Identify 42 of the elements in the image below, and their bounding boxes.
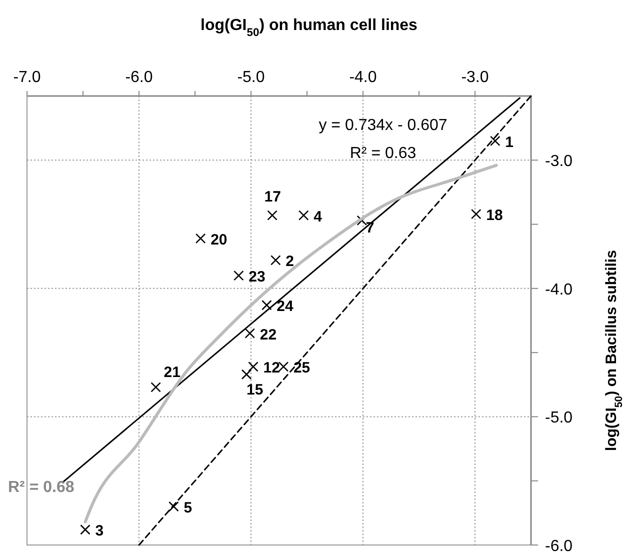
point — [490, 136, 500, 146]
annotation: 15 — [246, 381, 264, 398]
point — [241, 369, 252, 380]
x-tick-label: -5.0 — [237, 69, 265, 86]
point — [267, 210, 278, 220]
point — [168, 501, 179, 512]
annotation: 4 — [314, 208, 323, 226]
y-tick-label: -3.0 — [545, 153, 573, 170]
point — [234, 270, 244, 281]
annotation: 20 — [210, 231, 228, 248]
annotation: y = 0.734x - 0.607 — [318, 117, 448, 134]
annotation: 5 — [184, 500, 192, 517]
point — [262, 300, 272, 310]
annotation: 17 — [264, 188, 281, 206]
point — [298, 210, 309, 220]
annotation: 18 — [486, 207, 503, 224]
point — [270, 255, 281, 266]
point — [248, 362, 258, 372]
annotation: R² = 0.63 — [350, 145, 416, 162]
point — [150, 382, 161, 392]
y-tick-label: -6.0 — [545, 538, 573, 553]
annotation: 1 — [505, 134, 514, 151]
x-tick-label: -7.0 — [13, 69, 41, 86]
x-tick-label: -3.0 — [461, 69, 489, 86]
annotation: R² = 0.68 — [8, 479, 74, 496]
annotation: 12 — [263, 360, 280, 377]
annotation: 22 — [260, 326, 277, 344]
x-axis-title: log(GI$_{50}$) on human cell lines — [200, 17, 418, 39]
y-tick-label: -4.0 — [545, 281, 573, 298]
annotation: 2 — [286, 253, 294, 270]
annotation: 3 — [95, 522, 104, 540]
x-tick-label: -6.0 — [125, 69, 153, 86]
point — [470, 208, 482, 220]
point — [80, 524, 90, 535]
y-tick-label: -5.0 — [545, 410, 573, 427]
annotation: 24 — [276, 298, 294, 316]
annotation: 25 — [293, 360, 310, 377]
annotation: 21 — [164, 364, 180, 382]
point — [244, 328, 256, 338]
annotation: 23 — [248, 268, 266, 286]
point — [195, 233, 206, 244]
x-tick-label: -4.0 — [349, 69, 377, 86]
